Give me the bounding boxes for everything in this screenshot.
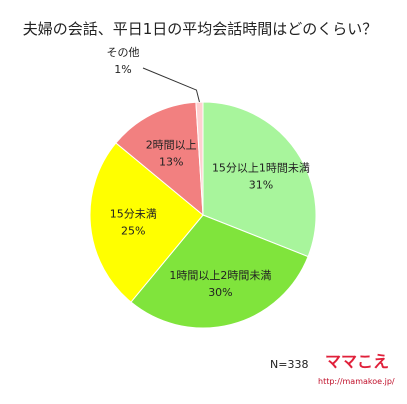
- slice-label: 1時間以上2時間未満: [169, 269, 271, 282]
- pie-slice: [202, 101, 317, 258]
- slice-value-label: 31%: [249, 179, 273, 192]
- pie-slice: [115, 101, 204, 217]
- logo: ママこえ: [325, 352, 389, 371]
- slice-value-label: 30%: [208, 286, 232, 299]
- chart-title: 夫婦の会話、平日1日の平均会話時間はどのくらい？: [23, 20, 378, 38]
- pie-slice: [89, 142, 204, 303]
- slice-label: 15分未満: [110, 208, 157, 221]
- pie-slice: [195, 101, 204, 216]
- slice-value-label: 25%: [121, 225, 145, 238]
- slice-value-label: 1%: [114, 63, 131, 76]
- slice-label: 2時間以上: [146, 139, 197, 152]
- slice-label: その他: [107, 46, 140, 59]
- pie-slice: [130, 214, 309, 329]
- leader-line: [142, 67, 200, 103]
- sample-size: N=338: [270, 358, 308, 371]
- url: http://mamakoe.jp/: [318, 377, 395, 386]
- slice-value-label: 13%: [159, 156, 183, 169]
- slice-label: 15分以上1時間未満: [212, 162, 310, 175]
- pie: 15分以上1時間未満 31% 1時間以上2時間未満 30% 15分未満 25% 2時間以上 1…: [89, 46, 317, 329]
